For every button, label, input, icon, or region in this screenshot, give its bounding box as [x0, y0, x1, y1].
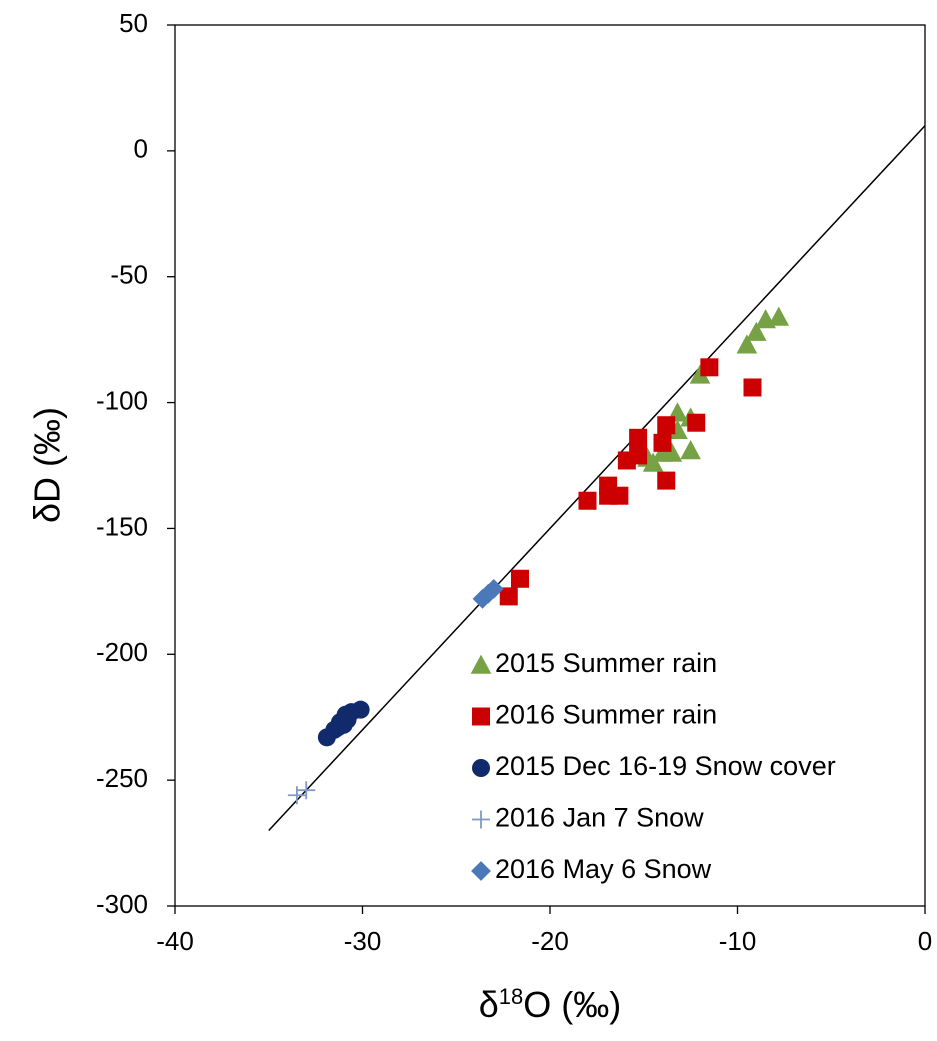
- data-point-square: [653, 433, 672, 452]
- data-point-square: [687, 413, 706, 432]
- x-tick-label: 0: [918, 926, 932, 956]
- legend-marker-diamond: [471, 861, 491, 881]
- data-point-square: [657, 471, 676, 490]
- y-tick-label: 50: [119, 8, 148, 38]
- y-tick-label: -200: [96, 637, 148, 667]
- data-point-square: [599, 476, 618, 495]
- data-point-circle: [317, 728, 336, 747]
- data-point-triangle: [755, 309, 776, 329]
- data-point-square: [657, 416, 676, 435]
- y-tick-label: -100: [96, 385, 148, 415]
- legend-label: 2015 Dec 16-19 Snow cover: [495, 751, 836, 781]
- legend-marker-square: [472, 707, 490, 726]
- data-point-triangle: [680, 440, 701, 460]
- data-point-square: [499, 587, 518, 606]
- x-tick-label: -20: [531, 926, 569, 956]
- x-tick-label: -10: [719, 926, 757, 956]
- data-point-triangle: [689, 364, 711, 384]
- y-axis-title: δD (‰): [27, 407, 68, 523]
- data-point-square: [578, 491, 597, 510]
- data-point-triangle: [652, 442, 673, 462]
- legend-marker-circle: [472, 759, 490, 777]
- legend-marker-triangle: [470, 654, 492, 674]
- data-point-plus: [297, 781, 316, 800]
- legend-marker-plus: [472, 810, 490, 829]
- data-point-triangle: [667, 419, 688, 440]
- data-point-square: [617, 451, 636, 470]
- legend-label: 2015 Summer rain: [495, 648, 717, 678]
- data-point-square: [743, 378, 762, 397]
- y-tick-label: -300: [96, 889, 148, 919]
- legend-label: 2016 May 6 Snow: [495, 854, 712, 884]
- data-point-square: [629, 428, 648, 447]
- y-tick-label: 0: [134, 134, 148, 164]
- data-point-diamond: [478, 583, 499, 604]
- plot-area: [174, 24, 926, 907]
- data-point-square: [511, 569, 529, 588]
- y-tick-label: -50: [110, 260, 148, 290]
- y-tick-label: -150: [96, 511, 148, 541]
- x-tick-label: -30: [344, 926, 382, 956]
- data-point-triangle: [768, 306, 790, 326]
- y-tick-label: -250: [96, 763, 148, 793]
- x-axis-title: δ18O (‰): [479, 984, 622, 1025]
- data-point-square: [700, 358, 719, 377]
- data-point-diamond: [472, 589, 493, 609]
- x-tick-label: -40: [156, 926, 194, 956]
- data-point-triangle: [736, 334, 758, 354]
- data-point-triangle: [745, 321, 767, 341]
- data-point-plus: [287, 786, 306, 805]
- legend-label: 2016 Jan 7 Snow: [495, 803, 704, 833]
- reference-line: [268, 125, 926, 831]
- legend-label: 2016 Summer rain: [495, 700, 717, 730]
